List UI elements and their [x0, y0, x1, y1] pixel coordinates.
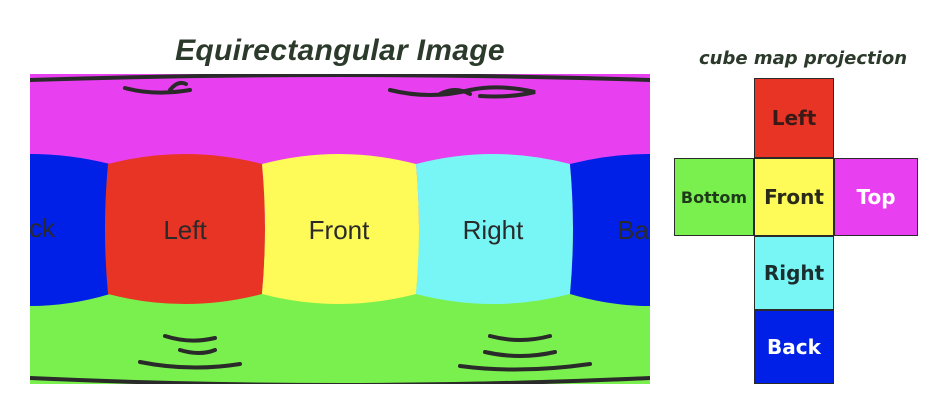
cube-face-label-left: Left: [771, 106, 817, 130]
equirectangular-image: ck Left Front Right Ba: [30, 74, 650, 384]
face-label-front: Front: [309, 215, 370, 245]
face-label-left: Left: [163, 215, 207, 245]
distorted-top-lettering: [30, 74, 650, 99]
face-region-right: [416, 154, 573, 304]
cube-face-bottom: Bottom: [674, 158, 754, 236]
face-label-back-left: ck: [30, 213, 56, 243]
face-region-left: [105, 154, 265, 304]
cube-face-label-top: Top: [856, 185, 896, 209]
cube-face-right: Right: [754, 236, 834, 310]
face-label-back-right: Ba: [617, 215, 649, 245]
cube-face-label-right: Right: [763, 261, 825, 285]
equirectangular-title: Equirectangular Image: [175, 34, 505, 67]
cube-face-back: Back: [754, 310, 834, 384]
cube-face-label-front: Front: [764, 185, 824, 209]
cube-face-front: Front: [754, 158, 834, 236]
face-label-right: Right: [463, 215, 524, 245]
distorted-bottom-lettering: [30, 334, 650, 384]
face-region-back-left: [30, 154, 113, 306]
cube-face-left: Left: [754, 78, 834, 158]
cube-face-label-back: Back: [767, 335, 821, 359]
cube-map-title: cube map projection: [698, 48, 908, 69]
face-region-back-right: [570, 154, 650, 306]
face-region-front: [262, 154, 419, 304]
cube-face-label-bottom: Bottom: [680, 187, 748, 207]
cube-face-top: Top: [834, 158, 918, 236]
